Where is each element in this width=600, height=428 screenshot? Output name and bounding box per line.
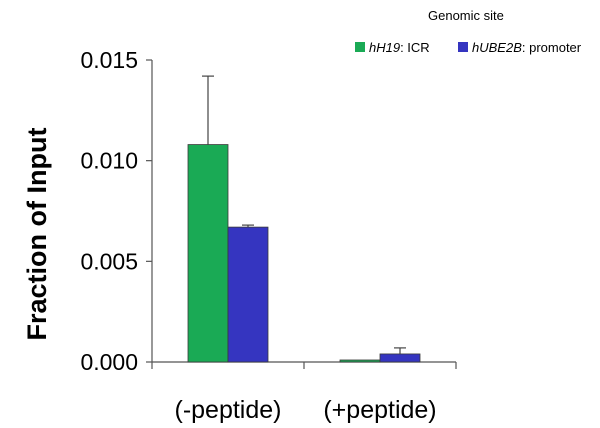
legend-title: Genomic site (428, 8, 504, 23)
bar-+peptide-series-0 (339, 359, 381, 363)
legend: hH19: ICR hUBE2B: promoter (355, 40, 582, 55)
legend-swatch-hube2b (458, 42, 468, 52)
y-ticks: 0.000 0.005 0.010 0.015 (80, 47, 152, 375)
legend-label-hh19: hH19: ICR (369, 40, 430, 55)
legend-label-hube2b: hUBE2B: promoter (472, 40, 582, 55)
y-tick-label: 0.015 (80, 47, 138, 73)
bar--peptide-series-0 (187, 144, 229, 363)
legend-swatch-hh19 (355, 42, 365, 52)
x-ticks (151, 362, 457, 369)
error-bars (202, 75, 406, 354)
y-tick-label: 0.010 (80, 148, 138, 174)
bar--peptide-series-1 (227, 226, 269, 363)
y-axis-label: Fraction of Input (22, 128, 52, 341)
category-label: (+peptide) (323, 396, 436, 424)
bars (187, 144, 421, 363)
category-labels: (-peptide) (+peptide) (175, 396, 437, 424)
bar-+peptide-series-1 (379, 353, 421, 363)
category-label: (-peptide) (175, 396, 282, 424)
y-tick-label: 0.005 (80, 248, 138, 274)
y-tick-label: 0.000 (80, 349, 138, 375)
